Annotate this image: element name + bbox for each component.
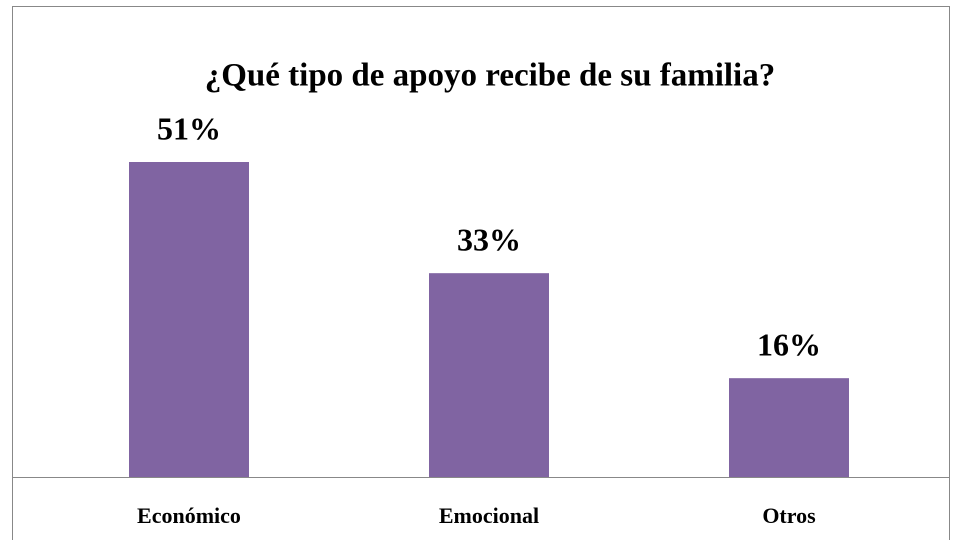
- data-label: 51%: [157, 110, 221, 146]
- bar: [129, 162, 249, 477]
- data-label: 33%: [457, 222, 521, 258]
- chart-title: ¿Qué tipo de apoyo recibe de su familia?: [205, 58, 775, 94]
- data-label: 16%: [757, 327, 821, 363]
- x-tick-label: Otros: [762, 503, 816, 528]
- x-tick-label: Económico: [137, 503, 241, 528]
- bar: [729, 378, 849, 477]
- x-tick-label: Emocional: [439, 503, 539, 528]
- bar: [429, 273, 549, 477]
